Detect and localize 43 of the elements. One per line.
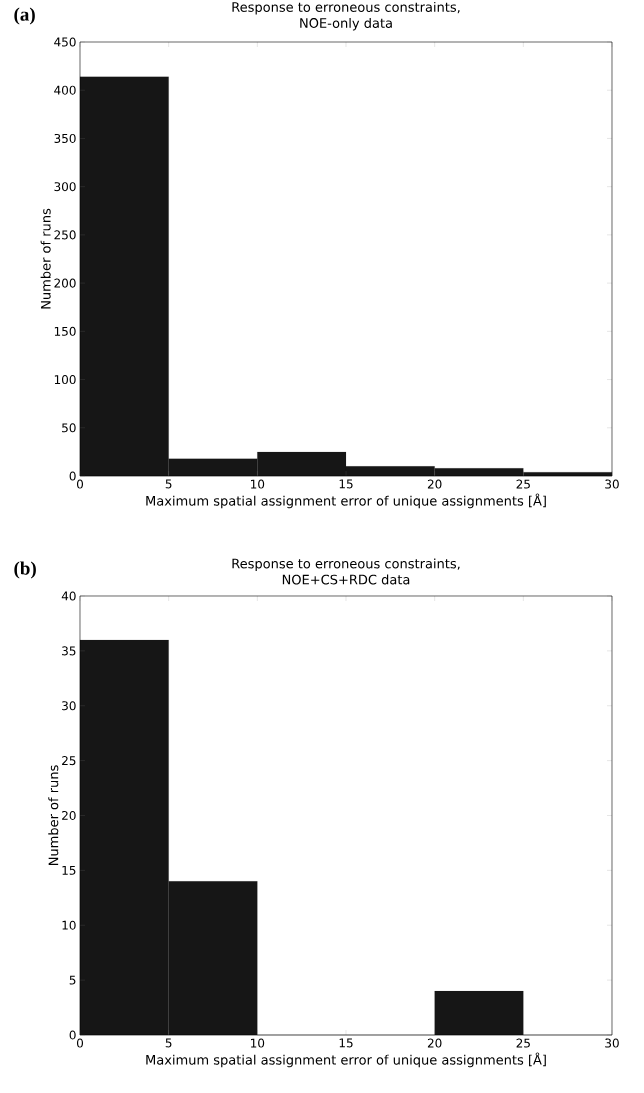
x-tick-label: 15 (339, 479, 353, 489)
y-tick-label: 5 (69, 975, 76, 985)
x-tick-label: 20 (427, 479, 442, 489)
x-tick-label: 25 (516, 1038, 530, 1048)
x-axis-title: Maximum spatial assignment error of unique assignments [Å] (146, 493, 546, 509)
x-tick-label: 5 (165, 1038, 172, 1048)
y-tick-label: 150 (54, 326, 76, 336)
x-axis-title: Maximum spatial assignment error of unique assignments [Å] (146, 1052, 546, 1068)
x-tick-label: 0 (76, 479, 84, 489)
y-tick-label: 200 (54, 278, 76, 288)
y-tick-label: 35 (62, 646, 76, 656)
y-tick-label: 20 (62, 810, 76, 821)
y-axis-title: Number of runs (48, 765, 59, 866)
x-tick-label: 15 (339, 1038, 353, 1048)
y-tick-label: 10 (62, 920, 76, 930)
y-tick-label: 0 (69, 1030, 76, 1040)
y-tick-label: 100 (54, 375, 76, 385)
y-tick-label: 350 (54, 133, 76, 143)
x-tick-label: 10 (251, 1038, 265, 1048)
y-tick-label: 0 (69, 471, 76, 481)
y-tick-label: 40 (61, 591, 76, 601)
y-tick-label: 25 (62, 756, 76, 766)
x-tick-label: 0 (76, 1038, 84, 1048)
x-tick-label: 25 (516, 479, 530, 489)
text: (b) (14, 561, 36, 579)
y-tick-label: 250 (54, 230, 76, 240)
y-tick-label: 450 (54, 37, 76, 47)
y-tick-label: 50 (62, 423, 76, 433)
x-tick-label: 30 (605, 1038, 619, 1048)
chart-subtitle: NOE+CS+RDC data (282, 574, 410, 585)
y-tick-label: 400 (54, 85, 76, 95)
y-tick-label: 30 (62, 701, 76, 711)
y-tick-label: 15 (62, 865, 76, 875)
y-axis-title: Number of runs (40, 208, 51, 309)
chart-subtitle: NOE-only data (300, 17, 392, 31)
x-tick-label: 10 (251, 479, 265, 489)
x-tick-label: 30 (605, 479, 619, 489)
chart-title: Response to erroneous constraints, (232, 1, 460, 15)
x-tick-label: 5 (165, 479, 172, 489)
x-tick-label: 20 (427, 1038, 442, 1048)
text: (a) (14, 7, 35, 25)
y-tick-label: 300 (54, 182, 76, 192)
chart-title: Response to erroneous constraints, (232, 558, 460, 571)
